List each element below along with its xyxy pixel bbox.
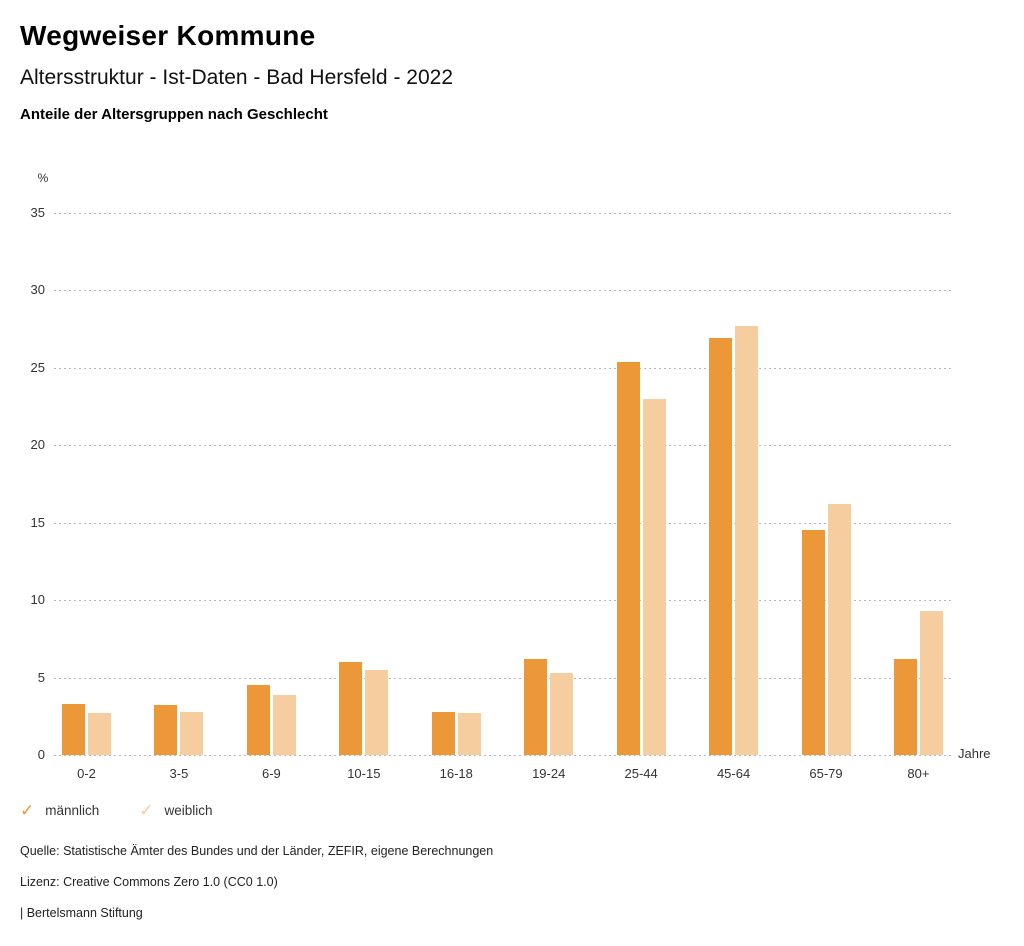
legend: ✓ männlich ✓ weiblich <box>20 802 213 819</box>
bar-weiblich-65-79[interactable] <box>827 504 851 755</box>
bar-weiblich-45-64[interactable] <box>735 326 759 755</box>
y-tick-label-10: 10 <box>30 592 45 608</box>
bar-weiblich-6-9[interactable] <box>272 694 296 755</box>
x-category-label-19-24: 19-24 <box>532 766 566 781</box>
y-tick-label-20: 20 <box>30 437 45 453</box>
bar-group-6-9: 6-9 <box>246 685 296 781</box>
bar-männlich-10-15[interactable] <box>339 662 363 755</box>
y-tick-label-5: 5 <box>37 669 45 685</box>
bar-männlich-0-2[interactable] <box>62 703 85 755</box>
bar-männlich-3-5[interactable] <box>154 705 178 755</box>
chart-heading: Anteile der Altersgruppen nach Geschlech… <box>20 106 328 123</box>
bar-männlich-16-18[interactable] <box>431 711 455 755</box>
chart-subtitle: Altersstruktur - Ist-Daten - Bad Hersfel… <box>20 66 453 89</box>
bar-männlich-25-44[interactable] <box>616 361 640 755</box>
x-category-label-0-2: 0-2 <box>77 766 96 781</box>
bar-weiblich-16-18[interactable] <box>457 713 481 755</box>
gridline-0 <box>54 755 952 756</box>
y-tick-label-25: 25 <box>30 359 45 375</box>
bar-group-10-15: 10-15 <box>339 662 389 781</box>
x-category-label-10-15: 10-15 <box>347 766 381 781</box>
x-category-label-25-44: 25-44 <box>624 766 658 781</box>
x-category-label-65-79: 65-79 <box>809 766 843 781</box>
bar-weiblich-10-15[interactable] <box>365 669 389 755</box>
x-category-label-6-9: 6-9 <box>261 766 281 781</box>
y-tick-label-0: 0 <box>37 747 45 762</box>
bar-männlich-45-64[interactable] <box>709 338 733 755</box>
check-icon: ✓ <box>20 801 35 820</box>
x-category-label-3-5: 3-5 <box>169 766 189 781</box>
attribution-text: | Bertelsmann Stiftung <box>20 906 143 920</box>
bar-männlich-6-9[interactable] <box>246 685 270 755</box>
bar-weiblich-80+[interactable] <box>919 610 943 755</box>
source-text: Quelle: Statistische Ämter des Bundes un… <box>20 844 494 858</box>
x-category-label-16-18: 16-18 <box>439 766 473 781</box>
bar-group-0-2: 0-2 <box>62 703 111 781</box>
check-icon: ✓ <box>139 801 154 820</box>
x-category-label-80+: 80+ <box>907 766 930 781</box>
bar-weiblich-25-44[interactable] <box>642 398 666 755</box>
y-tick-label-30: 30 <box>30 282 45 298</box>
bar-männlich-80+[interactable] <box>893 659 917 755</box>
legend-item-weiblich[interactable]: ✓ weiblich <box>139 802 212 819</box>
legend-label: weiblich <box>164 803 213 818</box>
bar-group-45-64: 45-64 <box>709 326 759 781</box>
legend-item-männlich[interactable]: ✓ männlich <box>20 802 99 819</box>
bar-group-16-18: 16-18 <box>431 711 481 781</box>
bar-weiblich-19-24[interactable] <box>550 672 574 755</box>
page-title: Wegweiser Kommune <box>20 20 316 51</box>
bar-group-19-24: 19-24 <box>524 659 574 781</box>
bar-weiblich-3-5[interactable] <box>180 711 204 755</box>
bar-group-3-5: 3-5 <box>154 705 204 781</box>
bar-group-65-79: 65-79 <box>801 504 851 781</box>
x-axis-unit-label: Jahre <box>958 746 991 761</box>
y-tick-label-15: 15 <box>30 514 45 530</box>
x-category-label-45-64: 45-64 <box>716 766 751 781</box>
y-axis-unit-label: % <box>37 171 49 185</box>
license-text: Lizenz: Creative Commons Zero 1.0 (CC0 1… <box>20 875 278 889</box>
y-tick-label-35: 35 <box>30 205 45 220</box>
legend-label: männlich <box>45 803 100 818</box>
bar-group-80+: 80+ <box>893 610 943 781</box>
bar-männlich-19-24[interactable] <box>524 659 548 755</box>
plot-area: 0-2 3-5 6-9 10-15 16-18 19-24 25-44 45-64 65-79 8… <box>62 213 943 781</box>
bar-weiblich-0-2[interactable] <box>88 713 111 755</box>
bar-männlich-65-79[interactable] <box>801 530 825 755</box>
bar-group-25-44: 25-44 <box>616 361 666 781</box>
